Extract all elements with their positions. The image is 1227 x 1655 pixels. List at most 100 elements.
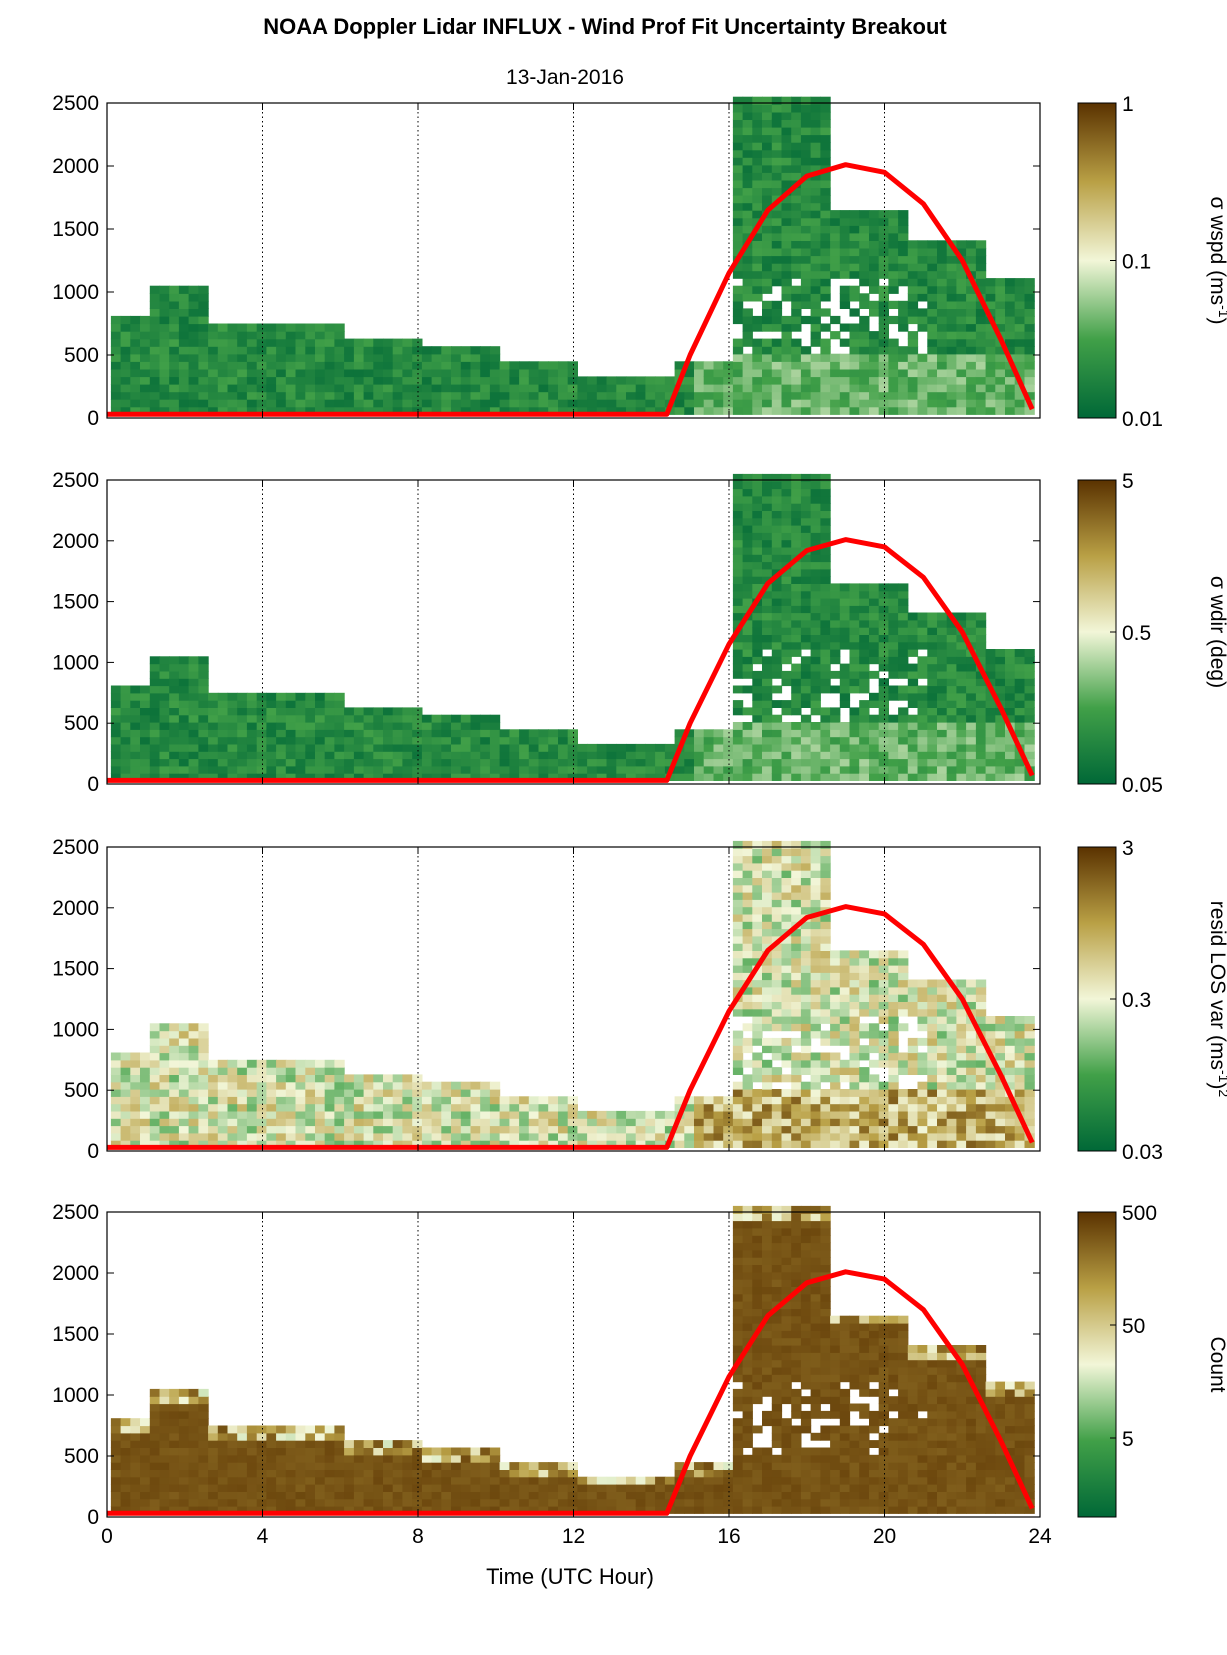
heatmap-cell <box>810 773 821 781</box>
heatmap-cell <box>771 525 783 533</box>
heatmap-cell <box>732 1059 744 1068</box>
heatmap-cell <box>917 1001 928 1010</box>
heatmap-cell <box>470 1110 481 1119</box>
heatmap-cell <box>606 751 617 760</box>
heatmap-cell <box>140 729 151 738</box>
heatmap-cell <box>771 758 783 767</box>
heatmap-cell <box>198 1447 209 1456</box>
heatmap-cell <box>110 729 122 738</box>
heatmap-cell <box>800 1118 812 1127</box>
heatmap-cell <box>781 722 792 730</box>
heatmap-cell <box>276 765 287 774</box>
heatmap-cell <box>742 1045 753 1054</box>
heatmap-cell <box>703 743 714 752</box>
heatmap-cell <box>227 700 238 708</box>
heatmap-cell <box>800 126 812 136</box>
heatmap-cell <box>732 877 744 886</box>
heatmap-cell <box>927 285 938 294</box>
heatmap-cell <box>869 1001 880 1010</box>
heatmap-cell <box>703 384 714 393</box>
heatmap-cell <box>956 263 967 272</box>
heatmap-cell <box>353 758 365 767</box>
heatmap-cell <box>888 979 899 988</box>
heatmap-cell <box>732 539 744 548</box>
heatmap-cell <box>752 736 763 745</box>
heatmap-cells <box>110 1205 1035 1514</box>
heatmap-cell <box>888 1081 899 1090</box>
heatmap-cell <box>830 722 841 730</box>
heatmap-cell <box>305 399 316 408</box>
heatmap-cell <box>596 743 608 752</box>
heatmap-cell <box>752 195 763 204</box>
heatmap-cell <box>412 1469 423 1478</box>
heatmap-cell <box>781 270 792 279</box>
heatmap-cell <box>771 481 783 490</box>
heatmap-cell <box>246 1067 258 1075</box>
heatmap-cell <box>791 700 802 708</box>
heatmap-cell <box>732 1096 744 1105</box>
heatmap-cell <box>800 285 812 294</box>
heatmap-cell <box>713 729 724 738</box>
heatmap-cell <box>198 293 209 302</box>
heatmap-cell <box>548 729 559 738</box>
heatmap-cell <box>975 300 987 309</box>
heatmap-cell <box>752 678 763 687</box>
heatmap-cell <box>353 1491 365 1500</box>
heatmap-cell <box>810 263 821 272</box>
heatmap-cell <box>266 707 277 716</box>
heatmap-cell <box>237 1089 248 1097</box>
heatmap-cell <box>587 1140 598 1148</box>
heatmap-cell <box>198 1037 209 1046</box>
heatmap-cell <box>820 1001 831 1010</box>
heatmap-cell <box>898 729 909 738</box>
heatmap-cell <box>946 1074 957 1083</box>
heatmap-cell <box>985 678 996 687</box>
heatmap-cell <box>538 736 549 745</box>
heatmap-cell <box>519 406 530 415</box>
heatmap-cell <box>995 736 1006 745</box>
heatmap-cell <box>421 751 433 760</box>
heatmap-cell <box>227 323 238 332</box>
heatmap-cell <box>966 1089 977 1097</box>
heatmap-cell <box>839 583 851 592</box>
heatmap-cell <box>927 707 938 716</box>
heatmap-cell <box>927 1132 938 1141</box>
heatmap-cell <box>771 510 783 519</box>
heatmap-cell <box>334 346 345 355</box>
heatmap-cell <box>752 119 763 128</box>
heatmap-cell <box>149 308 161 317</box>
heatmap-cell <box>334 1491 345 1500</box>
heatmap-cell <box>227 1103 238 1112</box>
heatmap-cell <box>995 773 1006 781</box>
heatmap-cell <box>898 670 909 679</box>
heatmap-cell <box>975 1059 987 1068</box>
heatmap-cell <box>489 1110 501 1119</box>
heatmap-cell <box>1005 308 1016 317</box>
heatmap-cell <box>256 399 267 408</box>
heatmap-cell <box>178 1045 190 1054</box>
heatmap-cell <box>460 406 472 415</box>
heatmap-cell <box>732 862 744 871</box>
heatmap-cell <box>421 346 433 355</box>
heatmap-cell <box>878 1030 889 1039</box>
heatmap-cell <box>208 1476 219 1485</box>
heatmap-cell <box>528 765 540 774</box>
heatmap-cell <box>198 1052 209 1061</box>
heatmap-cell <box>208 1081 219 1090</box>
heatmap-cell <box>946 263 957 272</box>
heatmap-cell <box>558 406 569 415</box>
heatmap-cell <box>839 361 851 370</box>
heatmap-cell <box>946 1008 957 1017</box>
heatmap-cell <box>528 1103 540 1112</box>
heatmap-cell <box>771 972 783 981</box>
heatmap-cell <box>1024 685 1035 694</box>
heatmap-cell <box>820 751 831 760</box>
heatmap-cell <box>791 736 802 745</box>
heatmap-cell <box>742 278 753 287</box>
heatmap-cell <box>315 1103 326 1112</box>
heatmap-cell <box>169 391 180 400</box>
heatmap-cell <box>907 979 919 988</box>
heatmap-cell <box>800 619 812 628</box>
heatmap-cell <box>791 525 802 533</box>
